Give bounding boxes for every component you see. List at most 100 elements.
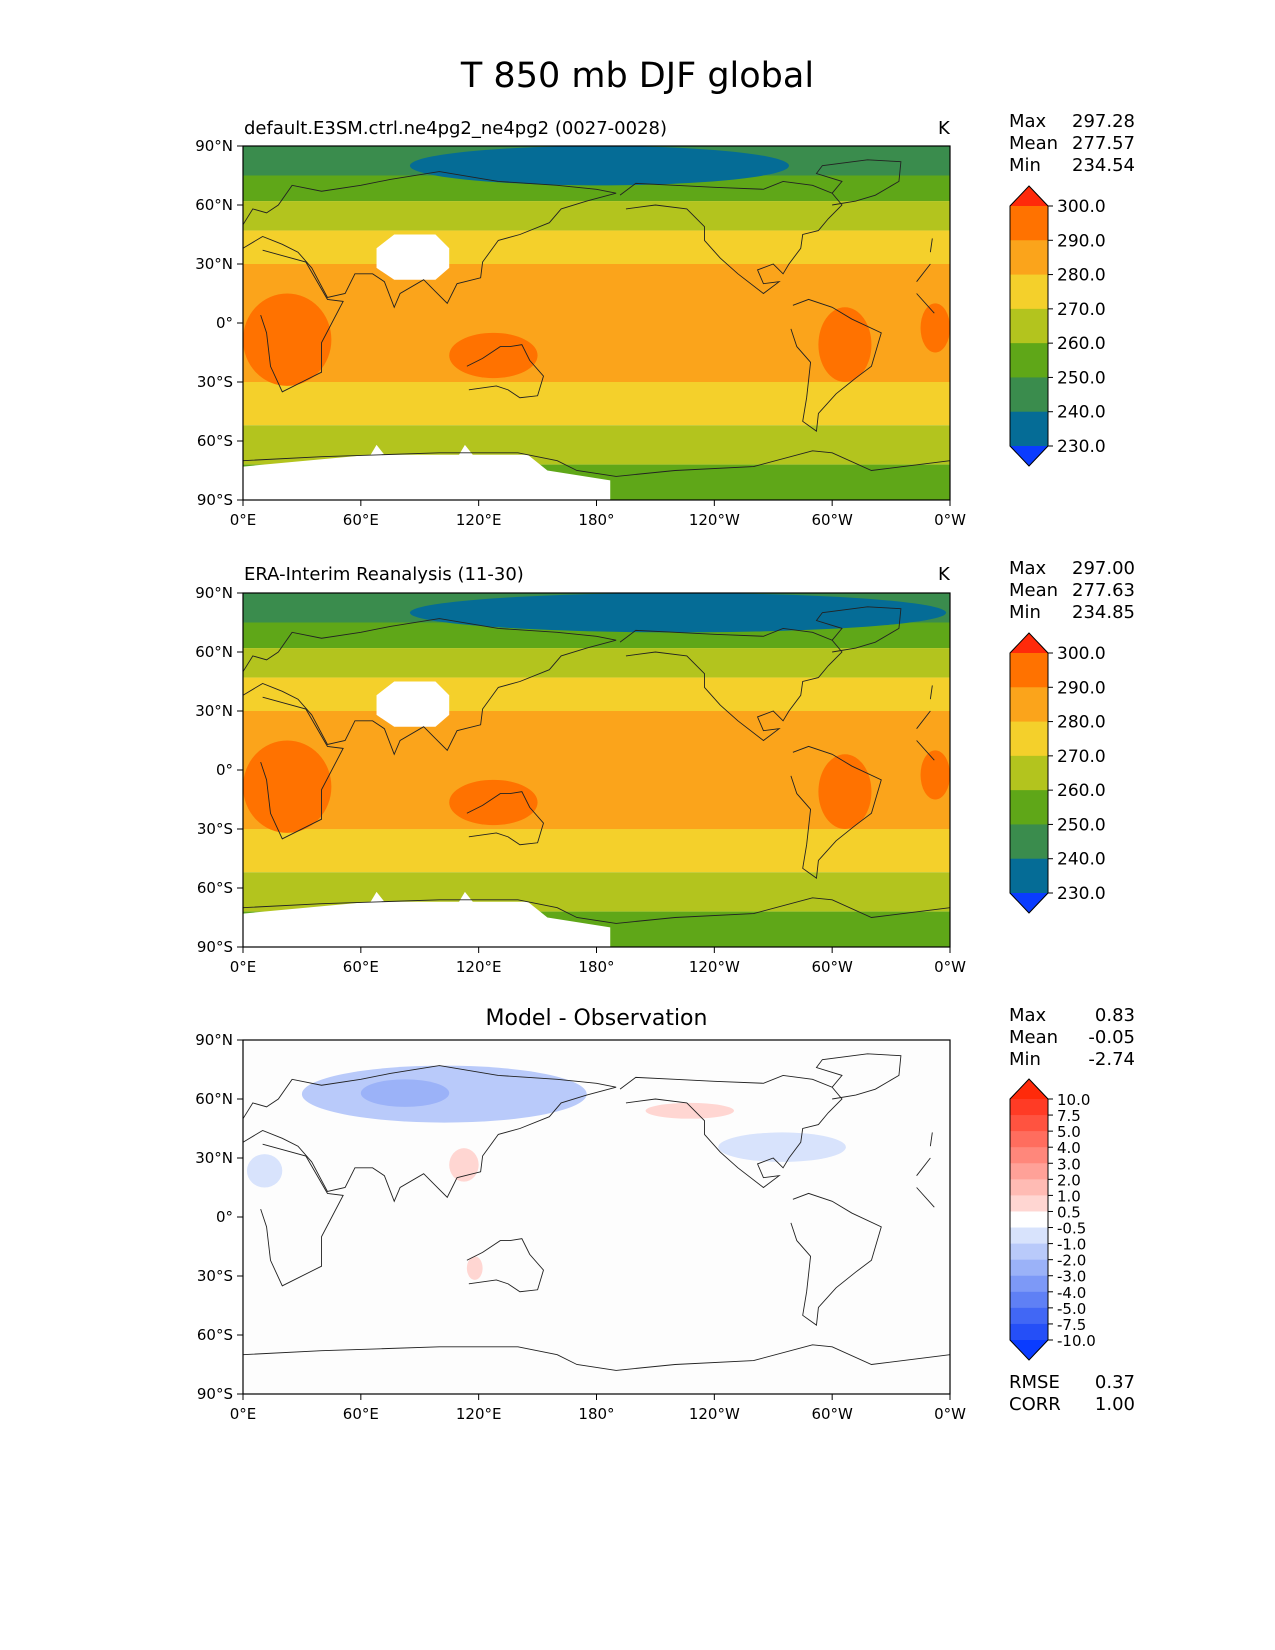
coastline-antarctica [243,1344,950,1371]
zonal-band [243,648,950,678]
x-tick-label: 180° [578,1405,614,1423]
colorbar-extend-top [1010,186,1048,206]
x-tick-label: 120°W [689,511,740,529]
colorbar-label: -7.5 [1057,1316,1086,1334]
coastline-africa [916,263,931,282]
x-tick-label: 120°E [456,511,502,529]
colorbar-extend-bottom [1010,1340,1048,1360]
coastline-eurasia [929,685,933,700]
colorbar-extend-top [1010,633,1048,653]
coastline-south-america [790,298,882,432]
colorbar-label: 2.0 [1057,1171,1081,1189]
colorbar-segment [1010,1211,1048,1229]
stat-max: Max 297.00 [1009,558,1135,579]
colorbar-extend-bottom [1010,893,1048,913]
x-tick-label: 60°W [811,958,853,976]
y-tick-label: 30°N [195,255,233,273]
metric-rmse: RMSE 0.37 [1009,1372,1135,1393]
map-panel-2: 0°E 60°E 120°E 180° 120°W 60°W 0°W 90°N 60°N 30°N… [195,584,966,976]
colorbar-segment [1010,343,1048,378]
missing-data [243,891,611,947]
coastline-greenland [815,1053,902,1100]
colorbar-label: 280.0 [1057,713,1106,733]
colorbar-label: 5.0 [1057,1123,1081,1141]
colorbar-label: 250.0 [1057,815,1106,835]
anomaly-region [466,1256,483,1280]
coastline-antarctica [243,897,950,924]
y-tick-label: 90°S [197,491,233,509]
colorbar-3: 10.07.55.04.03.02.01.00.5-0.5-1.0-2.0-3.… [1009,1078,1096,1361]
coastline-north-america [619,180,843,295]
stat-min: Min 234.54 [1009,155,1135,176]
x-tick-label: 0°E [230,1405,257,1423]
missing-data [376,681,450,727]
y-tick-label: 30°S [197,373,233,391]
colorbar-label: 290.0 [1057,231,1106,251]
colorbar-extend-bottom [1010,446,1048,466]
y-tick-label: 30°S [197,1267,233,1285]
y-tick-label: 0° [216,761,233,779]
colorbar-segment [1010,824,1048,860]
panel-3-title: Model - Observation [485,1006,708,1031]
y-tick-label: 60°N [195,643,233,661]
coastline-eurasia [243,171,617,309]
x-tick-label: 60°W [811,1405,853,1423]
coastline-south-america [790,745,882,879]
x-tick-label: 0°E [230,511,257,529]
x-tick-label: 0°E [230,958,257,976]
colorbar-segment [1010,1195,1048,1212]
colorbar-label: 0.5 [1057,1203,1081,1221]
y-tick-label: 60°S [197,879,233,897]
panel-2-units: K [938,564,950,585]
colorbar-segment [1010,1307,1048,1325]
colorbar-extend-top [1010,1079,1048,1099]
missing-data [243,444,611,500]
y-tick-label: 0° [216,1208,233,1226]
colorbar-segment [1010,653,1048,688]
colorbar-segment [1010,1291,1048,1309]
stat-max: Max 297.28 [1009,111,1135,132]
panel-1-title: default.E3SM.ctrl.ne4pg2_ne4pg2 (0027-00… [244,118,667,139]
colorbar-segment [1010,687,1048,723]
colorbar-label: -5.0 [1057,1300,1086,1318]
coastline-africa [916,710,931,729]
coastline-eurasia [243,618,617,756]
coastline-australia [466,1238,544,1293]
colorbar-segment [1010,206,1048,241]
coastline-africa [260,696,344,840]
stat-max: Max 0.83 [1009,1005,1135,1026]
coastlines [243,1053,950,1371]
x-tick-label: 180° [578,958,614,976]
y-tick-label: 90°S [197,938,233,956]
field-feature [449,332,538,379]
colorbar-label: -1.0 [1057,1236,1086,1254]
panel-1-units: K [938,118,950,139]
x-tick-label: 120°W [689,958,740,976]
y-tick-label: 90°N [195,1031,233,1049]
colorbar-label: -4.0 [1057,1284,1086,1302]
field-feature [818,307,872,382]
map-panel-3: 0°E 60°E 120°E 180° 120°W 60°W 0°W 90°N 60°N 30°N… [195,1031,966,1423]
field-feature [243,740,332,833]
coastline-africa [916,293,935,314]
colorbar-label: -2.0 [1057,1252,1086,1270]
colorbar-segment [1010,1099,1048,1116]
map-fill [243,146,950,500]
coastline-north-america [619,627,843,742]
zonal-band [243,201,950,231]
colorbar-label: 280.0 [1057,266,1106,286]
colorbar-1: 300.0 290.0 280.0 270.0 260.0 250.0 240.0 230.0 [1009,185,1106,467]
anomaly-region [449,1148,479,1182]
field-feature [243,293,332,386]
map-fill [243,593,950,947]
field-feature [920,750,950,800]
colorbar-segment [1010,1259,1048,1277]
y-tick-label: 90°S [197,1385,233,1403]
coastline-eurasia [929,1132,933,1147]
panel-3-stats: Max 0.83 Mean -0.05 Min -2.74 [1009,1005,1135,1071]
colorbar-label: 260.0 [1057,334,1106,354]
coastline-australia [466,791,544,846]
y-tick-label: 90°N [195,137,233,155]
x-tick-label: 120°E [456,958,502,976]
zonal-band [243,677,950,711]
